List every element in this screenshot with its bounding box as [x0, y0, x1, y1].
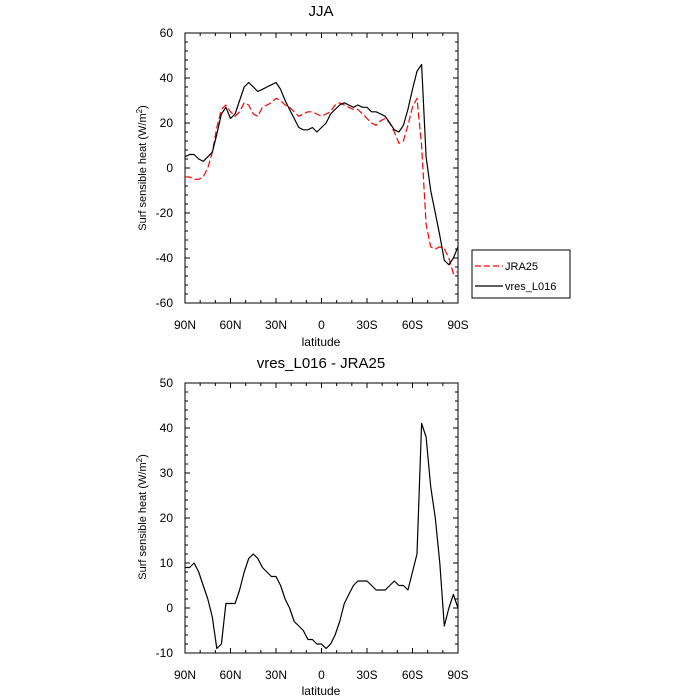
top-chart-title: JJA: [308, 3, 333, 20]
top-y-tick-label: 20: [160, 116, 174, 130]
top-y-tick-label: -60: [156, 296, 174, 310]
bottom-y-tick-label: -10: [156, 646, 174, 660]
bottom-plot-area: 90N 60N 30N 0 30S 60S 90S -10 0 10 20 30 40 50: [156, 376, 469, 682]
bottom-x-tick-label: 90S: [447, 668, 468, 682]
top-x-tick-label: 30N: [265, 318, 287, 332]
bottom-xlabel: latitude: [302, 684, 341, 698]
top-panel: JJA 90N 60N 30N 0 30S 60S 90S-60-40-200204060 …: [135, 3, 571, 349]
bottom-y-tick-label: 50: [160, 376, 174, 390]
top-x-tick-label: 90S: [447, 318, 468, 332]
bottom-y-tick-label: 20: [160, 511, 174, 525]
top-x-tick-label: 60S: [402, 318, 423, 332]
top-y-tick-label: -20: [156, 206, 174, 220]
legend-label-jra25: JRA25: [505, 261, 538, 273]
top-x-tick-label: 60N: [219, 318, 241, 332]
bottom-plot-frame: [184, 382, 459, 654]
top-series-line-vres_l016: [184, 63, 459, 266]
bottom-series-line-diff: [185, 422, 459, 650]
bottom-panel: vres_L016 - JRA25 90N 60N 30N 0 30S 60S 90S -10…: [135, 355, 469, 698]
top-plot-area: 90N 60N 30N 0 30S 60S 90S -60 -40 -20 0 20 40 60: [156, 26, 469, 332]
bottom-ylabel: Surf sensible heat (W/m2): [135, 454, 149, 580]
top-y-tick-label: 0: [166, 161, 173, 175]
bottom-x-tick-label: 60N: [219, 668, 241, 682]
top-x-tick-label: 30S: [356, 318, 377, 332]
top-y-tick-label: 60: [160, 26, 174, 40]
legend-box: [471, 249, 571, 299]
legend-label-vres: vres_L016: [505, 281, 556, 293]
top-x-tick-label: 90N: [174, 318, 196, 332]
top-xlabel: latitude: [302, 335, 341, 349]
top-x-tick-label: 0: [318, 318, 325, 332]
top-y-tick-label: 40: [160, 71, 174, 85]
bottom-y-tick-label: 40: [160, 421, 174, 435]
bottom-chart-title: vres_L016 - JRA25: [257, 355, 385, 372]
bottom-x-tick-label: 30S: [356, 668, 377, 682]
top-series-line-jra25: [185, 97, 459, 275]
legend: JRA25 vres_L016: [471, 249, 571, 299]
bottom-x-tick-label: 0: [318, 668, 325, 682]
bottom-x-tick-label: 90N: [174, 668, 196, 682]
top-y-tick-label: -40: [156, 251, 174, 265]
bottom-y-tick-label: 0: [166, 601, 173, 615]
bottom-y-tick-label: 30: [160, 466, 174, 480]
bottom-x-tick-label: 60S: [402, 668, 423, 682]
top-ylabel: Surf sensible heat (W/m2): [135, 105, 149, 231]
bottom-y-tick-label: 10: [160, 556, 174, 570]
bottom-x-tick-label: 30N: [265, 668, 287, 682]
